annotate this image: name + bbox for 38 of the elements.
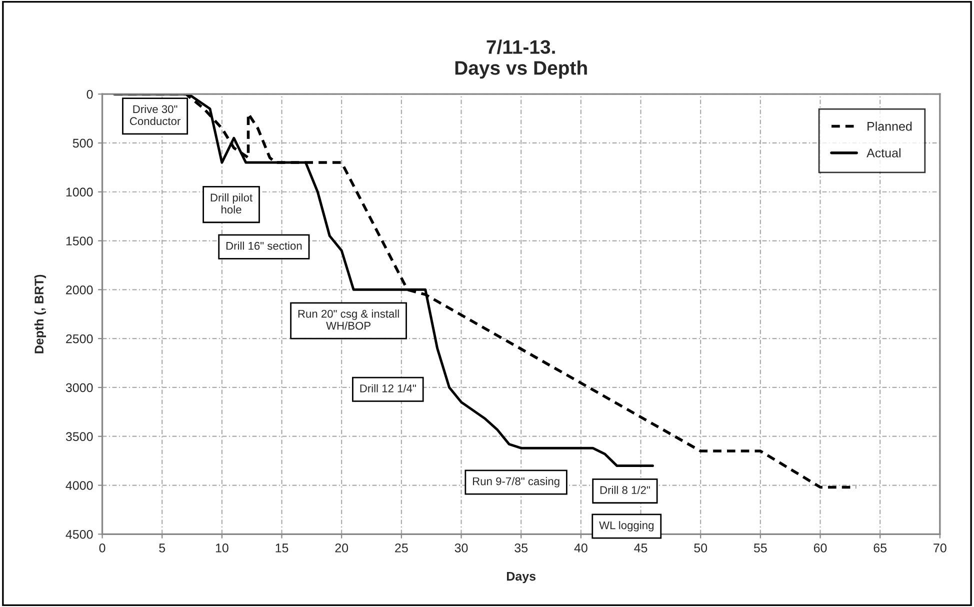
legend-label: Planned	[868, 122, 912, 131]
x-tick-label: 10	[216, 544, 228, 552]
y-tick-label: 0	[86, 90, 93, 99]
x-tick-label: 5	[159, 544, 166, 552]
annotation: Run 20" csg & install WH/BOP	[298, 310, 399, 330]
y-axis-title: Depth (, BRT)	[34, 274, 46, 354]
x-tick-label: 55	[754, 544, 767, 552]
x-tick-label: 40	[574, 544, 588, 552]
x-tick-label: 0	[99, 544, 106, 552]
y-tick-label: 1000	[66, 188, 93, 197]
x-tick-label: 15	[276, 544, 288, 552]
y-tick-label: 4500	[66, 530, 93, 539]
annotation: Run 9-7/8" casing	[473, 477, 560, 488]
annotation: Drill 16" section	[226, 242, 302, 250]
chart-title: 7/11-13. Days vs Depth	[455, 40, 587, 79]
x-tick-label: 60	[814, 544, 827, 552]
y-tick-label: 4000	[66, 481, 93, 490]
y-tick-label: 3000	[66, 383, 93, 392]
x-tick-label: 20	[335, 544, 348, 552]
y-tick-label: 2000	[66, 285, 93, 294]
annotation: Drive 30" Conductor	[130, 104, 180, 126]
x-tick-label: 50	[694, 544, 708, 552]
x-tick-label: 30	[454, 544, 468, 552]
legend-label: Actual	[866, 148, 900, 158]
x-tick-label: 70	[934, 544, 946, 552]
x-tick-label: 45	[634, 544, 648, 552]
y-tick-label: 3500	[66, 432, 93, 442]
y-tick-label: 1500	[66, 236, 93, 246]
annotation: Drill pilot hole	[210, 193, 252, 214]
x-tick-label: 35	[514, 544, 528, 552]
annotation: Drill 8 1/2"	[600, 486, 650, 494]
annotation: Drill 12 1/4"	[360, 384, 416, 392]
x-tick-label: 65	[874, 544, 887, 552]
y-tick-label: 500	[72, 138, 93, 148]
x-axis-title: Days	[506, 572, 536, 584]
x-tick-label: 25	[395, 544, 408, 552]
y-tick-label: 2500	[66, 334, 93, 344]
annotation: WL logging	[599, 521, 654, 532]
